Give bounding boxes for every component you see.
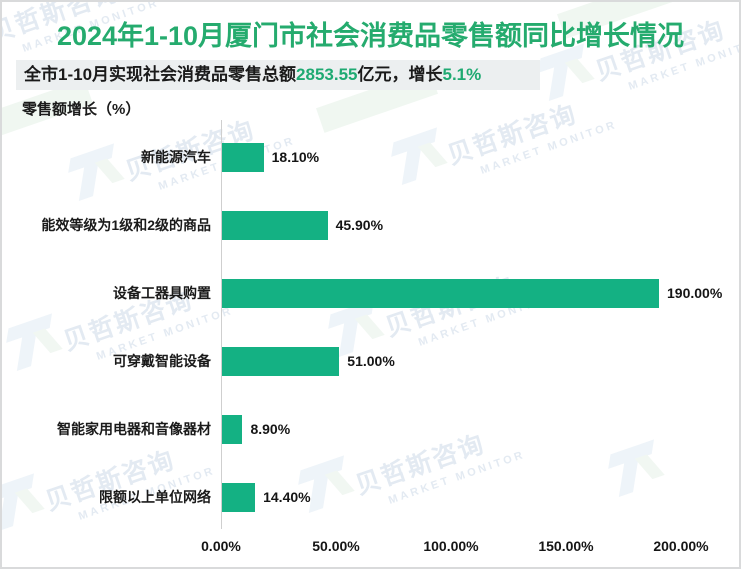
category-label: 设备工器具购置 <box>113 285 211 301</box>
category-label: 可穿戴智能设备 <box>113 353 211 369</box>
category-label: 限额以上单位网络 <box>99 489 211 505</box>
bar-value-label: 45.90% <box>335 217 384 233</box>
bar <box>222 414 243 444</box>
x-axis-tick-label: 200.00% <box>653 538 709 554</box>
bar-row: 能效等级为1级和2级的商品 45.90% <box>2 191 739 259</box>
page-title: 2024年1-10月厦门市社会消费品零售额同比增长情况 <box>56 21 685 51</box>
x-axis-tick-label: 50.00% <box>312 538 360 554</box>
category-label: 智能家用电器和音像器材 <box>57 421 211 437</box>
bar-value-label: 18.10% <box>271 149 320 165</box>
bar-value-label: 8.90% <box>250 421 291 437</box>
bar <box>222 482 256 512</box>
bar-row: 可穿戴智能设备 51.00% <box>2 327 739 395</box>
x-axis-tick-label: 150.00% <box>538 538 594 554</box>
bar-row: 智能家用电器和音像器材 8.90% <box>2 395 739 463</box>
bar-value-label: 51.00% <box>347 353 395 369</box>
bar <box>222 346 340 376</box>
subtitle-mid: 亿元，增长 <box>357 65 443 84</box>
bar <box>222 278 659 308</box>
bar <box>222 142 264 172</box>
bar-rows: 新能源汽车 18.10% 能效等级为1级和2级的商品 45.90% 设备工器具购置 190… <box>2 120 739 531</box>
bar <box>222 210 328 240</box>
bar-value-label: 14.40% <box>263 489 311 505</box>
y-axis-title: 零售额增长（%） <box>22 101 141 118</box>
subtitle-banner: 全市1-10月实现社会消费品零售总额2853.55亿元，增长5.1% <box>16 60 540 90</box>
subtitle-pre: 全市1-10月实现社会消费品零售总额 <box>24 65 297 84</box>
subtitle-growth-value: 5.1% <box>442 65 482 84</box>
bar-value-label: 190.00% <box>667 285 723 301</box>
x-axis-tick-label: 100.00% <box>423 538 479 554</box>
x-axis-ticks: 0.00% 50.00% 100.00% 150.00% 200.00% <box>2 529 739 567</box>
bar-row: 设备工器具购置 190.00% <box>2 259 739 327</box>
x-axis-tick-label: 0.00% <box>201 538 241 554</box>
y-axis-line <box>221 120 222 529</box>
category-label: 新能源汽车 <box>141 149 211 165</box>
bar-row: 新能源汽车 18.10% <box>2 123 739 191</box>
bar-row: 限额以上单位网络 14.40% <box>2 463 739 531</box>
bar-chart: 新能源汽车 18.10% 能效等级为1级和2级的商品 45.90% 设备工器具购置 190… <box>2 120 739 567</box>
category-label: 能效等级为1级和2级的商品 <box>41 217 211 233</box>
subtitle-total-value: 2853.55 <box>296 65 358 84</box>
